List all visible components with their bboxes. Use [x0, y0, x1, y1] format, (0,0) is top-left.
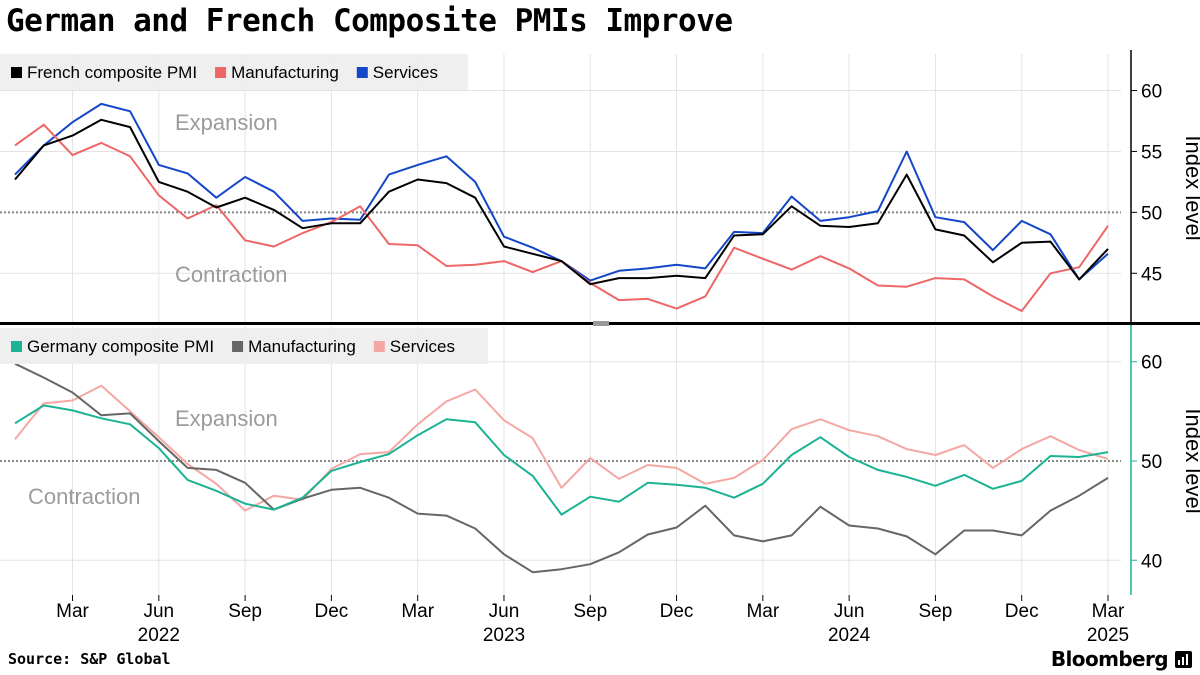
bloomberg-logo: Bloomberg — [1050, 647, 1169, 671]
bloomberg-badge-icon — [1175, 651, 1192, 668]
legend-label: Manufacturing — [248, 337, 356, 356]
bottom-panel-series — [14, 362, 1109, 574]
annotation-label: Expansion — [175, 110, 278, 135]
annotation-label: Contraction — [28, 484, 141, 509]
y-tick-label: 55 — [1141, 142, 1162, 163]
chart-title: German and French Composite PMIs Improve — [6, 3, 733, 39]
x-tick-label: Dec — [314, 601, 348, 622]
y-tick-label: 50 — [1141, 452, 1162, 473]
y-tick-label: 60 — [1141, 82, 1162, 103]
y-axis-label: Index level — [1181, 408, 1200, 513]
annotation-label: Expansion — [175, 406, 278, 431]
x-tick-label: Sep — [228, 601, 262, 622]
y-tick-label: 50 — [1141, 203, 1162, 224]
x-year-label: 2024 — [828, 625, 871, 646]
y-tick-label: 45 — [1141, 264, 1162, 285]
series-line-manufacturing — [14, 362, 1109, 574]
legend-box — [0, 54, 468, 90]
y-tick-label: 60 — [1141, 353, 1162, 374]
x-year-label: 2025 — [1087, 625, 1129, 646]
axes: Mar Jun Sep Dec Mar Jun Sep Dec Mar Jun Sep Dec Mar 2… — [0, 321, 1200, 646]
legend-box — [0, 328, 488, 364]
x-tick-label: Jun — [143, 601, 174, 622]
x-tick-label: Jun — [834, 601, 865, 622]
legend-label: Services — [373, 63, 438, 82]
annotation-label: Contraction — [175, 262, 288, 287]
legend-swatch — [356, 67, 368, 78]
legend-label: French composite PMI — [27, 63, 197, 82]
x-tick-label: Mar — [56, 601, 89, 622]
legend-swatch — [11, 341, 22, 352]
annotations: Expansion Contraction Expansion Contraction — [28, 110, 288, 509]
y-tick-label: 40 — [1141, 551, 1162, 572]
series-line-germany-composite-pmi — [14, 404, 1109, 516]
source-note: Source: S&P Global — [8, 650, 171, 668]
legend-label: Services — [390, 337, 455, 356]
legend-swatch — [11, 67, 22, 78]
legend-swatch — [215, 67, 227, 78]
x-tick-label: Sep — [919, 601, 953, 622]
x-tick-label: Mar — [1092, 601, 1125, 622]
x-tick-label: Dec — [660, 601, 694, 622]
x-tick-label: Jun — [489, 601, 520, 622]
legend-swatch — [373, 341, 385, 352]
y-axis-label: Index level — [1181, 135, 1200, 240]
top-panel-series — [14, 102, 1109, 312]
legends[interactable]: French composite PMI Manufacturing Service… — [0, 54, 488, 364]
series-line-services — [14, 384, 1109, 512]
legend-label: Manufacturing — [231, 63, 339, 82]
x-tick-label: Mar — [746, 601, 779, 622]
x-year-label: 2023 — [483, 625, 525, 646]
panel-divider-handle — [593, 321, 609, 326]
x-tick-label: Dec — [1005, 601, 1039, 622]
legend-swatch — [232, 341, 244, 352]
legend-label: Germany composite PMI — [27, 337, 214, 356]
x-tick-label: Mar — [401, 601, 434, 622]
x-year-label: 2022 — [138, 625, 180, 646]
series-line-french-composite-pmi — [14, 118, 1109, 286]
x-tick-label: Sep — [573, 601, 607, 622]
